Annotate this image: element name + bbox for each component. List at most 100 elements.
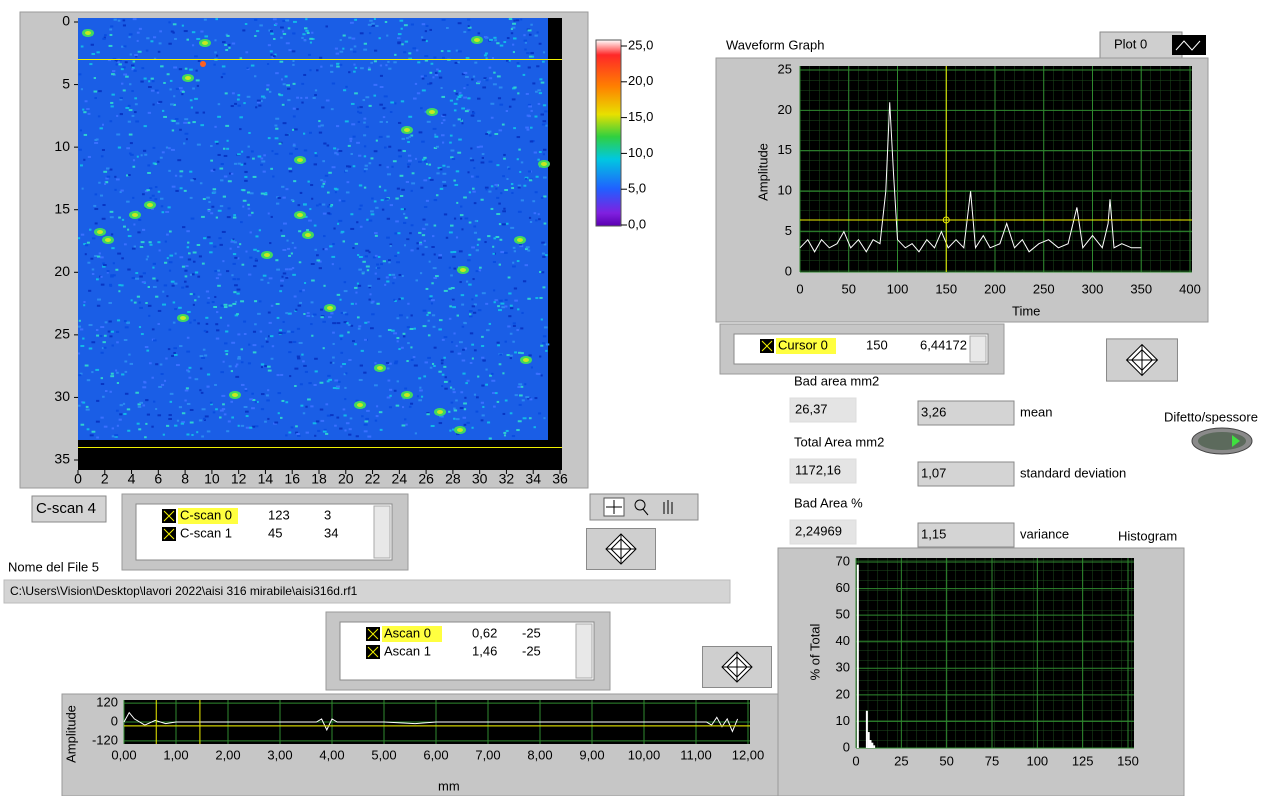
speckle [94,255,97,257]
speckle [160,157,163,159]
speckle [539,92,542,94]
speckle [310,323,312,325]
speckle [349,428,352,430]
speckle [459,341,463,343]
speckle [271,216,273,218]
speckle [353,165,356,167]
speckle [89,348,93,350]
speckle [295,148,298,150]
speckle [431,302,433,304]
speckle [125,371,128,373]
speckle [205,415,209,417]
speckle [513,325,516,327]
speckle [266,341,269,343]
speckle [250,231,252,233]
speckle [473,76,475,78]
speckle [429,177,431,179]
speckle [298,230,301,232]
speckle [219,416,221,418]
speckle [78,352,80,354]
speckle [470,362,473,364]
speckle [364,339,367,341]
speckle [443,185,447,187]
speckle [348,37,351,39]
speckle [508,276,511,278]
speckle [237,289,241,291]
speckle [330,312,333,314]
speckle [342,200,346,202]
speckle [396,337,399,339]
speckle [181,423,184,425]
speckle [511,192,513,194]
speckle [179,170,183,172]
speckle [148,286,150,288]
speckle [294,385,297,387]
speckle [335,191,337,193]
speckle [118,284,121,286]
speckle [363,118,366,120]
speckle [370,327,374,329]
speckle [283,83,286,85]
speckle [256,30,259,32]
speckle [468,29,471,31]
speckle [187,403,190,405]
speckle [510,412,513,414]
speckle [116,410,119,412]
speckle [188,258,191,260]
speckle [401,100,404,102]
speckle [429,261,431,263]
speckle [100,417,103,419]
speckle [376,415,379,417]
nav-button[interactable] [587,529,656,570]
speckle [285,268,288,270]
speckle [316,205,319,207]
speckle [320,309,323,311]
speckle [482,414,485,416]
speckle [121,257,124,259]
speckle [229,365,232,367]
speckle [202,263,205,265]
nav-button[interactable] [1107,339,1178,381]
speckle [300,405,303,407]
speckle [287,331,290,333]
speckle [191,107,193,109]
speckle [527,298,530,300]
speckle [237,278,240,280]
speckle [128,235,132,237]
speckle [170,80,173,82]
nav-button[interactable] [703,647,772,688]
speckle [252,158,255,160]
speckle [543,104,546,106]
tool-palette[interactable] [590,494,698,520]
toggle-button[interactable] [1192,428,1252,454]
speckle [517,136,520,138]
speckle [188,370,191,372]
speckle [526,93,529,95]
speckle [189,171,192,173]
speckle [96,51,99,53]
speckle [166,234,169,236]
speckle [116,341,119,343]
speckle [519,394,523,396]
speckle [283,33,286,35]
speckle [476,176,479,178]
speckle [203,418,205,420]
speckle [135,120,139,122]
speckle [243,102,245,104]
speckle [542,256,545,258]
speckle [115,269,118,271]
speckle [79,149,82,151]
speckle [215,18,218,20]
speckle [152,328,155,330]
speckle [259,300,262,302]
speckle [135,272,138,274]
speckle [151,78,154,80]
speckle [524,40,527,42]
speckle [473,225,476,227]
speckle [301,37,303,39]
speckle [455,399,458,401]
speckle [175,175,177,177]
speckle [117,253,121,255]
speckle [376,405,378,407]
speckle [329,245,332,247]
